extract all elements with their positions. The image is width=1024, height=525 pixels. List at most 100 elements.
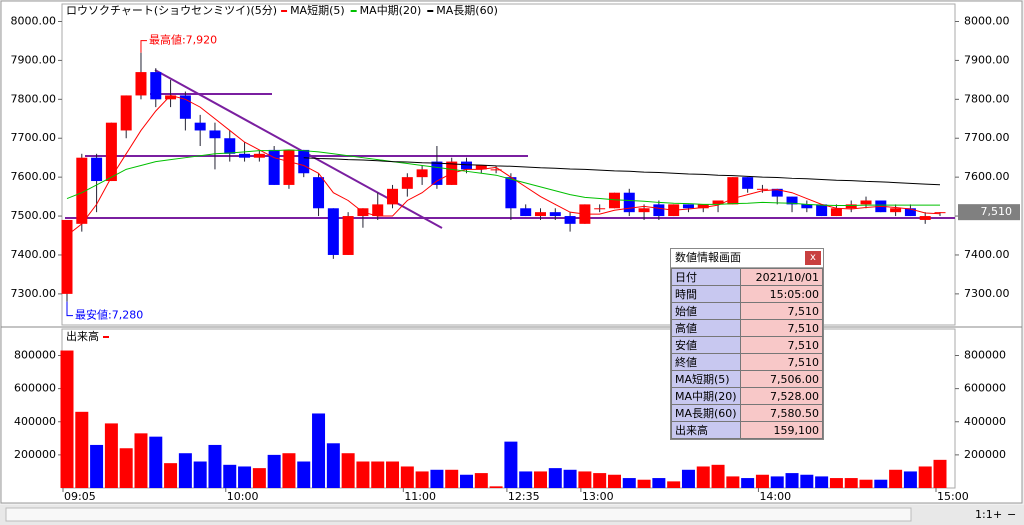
y-tick-label: 7700.00 — [11, 131, 57, 144]
candle-body — [505, 177, 517, 209]
volume-bar — [178, 453, 192, 488]
candle-body — [475, 165, 487, 170]
volume-bar — [652, 478, 666, 488]
volume-bar — [637, 479, 651, 488]
y-tick-label-right: 200000 — [964, 448, 1006, 461]
legend-label: MA短期(5) — [290, 3, 345, 17]
volume-bar — [578, 471, 592, 488]
candle-body — [623, 192, 635, 213]
info-table: 日付 2021/10/01 時間 15:05:00 始値 7,510 高値 7,510 安値 7,… — [671, 268, 823, 439]
ma-line — [303, 157, 941, 186]
volume-bar — [548, 468, 562, 488]
volume-bar — [489, 486, 503, 488]
x-tick-label: 10:00 — [227, 490, 259, 503]
zoom-in[interactable]: + — [993, 508, 1002, 521]
volume-bar — [903, 471, 917, 488]
volume-bar — [741, 478, 755, 488]
volume-bar — [445, 469, 459, 488]
candle-body — [209, 130, 221, 139]
info-label: 日付 — [671, 268, 741, 286]
volume-bar — [533, 471, 547, 488]
y-tick-label-right: 7900.00 — [964, 53, 1010, 66]
volume-bar — [60, 350, 74, 488]
volume-title: 出来高 — [66, 329, 99, 343]
volume-bar — [119, 448, 133, 488]
candle-body — [135, 72, 147, 96]
close-button[interactable]: x — [805, 251, 821, 265]
volume-bar — [504, 441, 518, 488]
volume-bar — [593, 473, 607, 488]
info-row: 高値 7,510 — [671, 319, 823, 337]
volume-bar — [90, 444, 104, 488]
candle-body — [150, 72, 162, 100]
info-row: MA短期(5) 7,506.00 — [671, 370, 823, 388]
volume-bar — [667, 481, 681, 488]
volume-bar — [223, 464, 237, 488]
info-value: 7,580.50 — [740, 404, 823, 422]
y-tick-label-right: 7700.00 — [964, 131, 1010, 144]
chart-title: ロウソクチャート(ショウセンミツイ)(5分) — [66, 4, 277, 17]
zoom-out[interactable]: − — [1007, 508, 1016, 521]
volume-bar — [208, 444, 222, 488]
volume-bar — [755, 474, 769, 488]
x-tick-label: 12:35 — [508, 490, 540, 503]
info-value: 7,510 — [740, 302, 823, 320]
candle-body — [313, 177, 325, 209]
volume-bar — [430, 469, 444, 488]
candle-body — [653, 204, 665, 217]
volume-bar — [933, 459, 947, 488]
candle-body — [372, 204, 384, 217]
y-tick-label: 7500.00 — [11, 209, 57, 222]
volume-bar — [889, 469, 903, 488]
y-tick-label-right: 800000 — [964, 349, 1006, 362]
candle-body — [786, 196, 798, 205]
candle-body — [934, 212, 946, 214]
x-tick-label: 13:00 — [582, 490, 614, 503]
info-value: 7,506.00 — [740, 370, 823, 388]
ma-line — [66, 149, 940, 207]
candle-body — [608, 192, 620, 209]
candle-body — [742, 177, 754, 189]
volume-bar — [238, 466, 252, 488]
candle-body — [490, 169, 502, 171]
info-label: MA長期(60) — [671, 404, 741, 422]
volume-bar — [844, 478, 858, 488]
legend-label: MA中期(20) — [360, 4, 422, 17]
candle-body — [520, 208, 532, 217]
price-tag-label: 7,510 — [981, 205, 1013, 218]
x-tick-label: 11:00 — [404, 490, 436, 503]
x-tick-label: 15:00 — [937, 490, 969, 503]
volume-bar — [696, 466, 710, 488]
volume-bar — [104, 423, 118, 488]
candle-body — [712, 200, 724, 205]
volume-bar — [874, 479, 888, 488]
volume-bar — [815, 476, 829, 488]
candle-body — [919, 216, 931, 220]
info-row: 安値 7,510 — [671, 336, 823, 354]
volume-bar — [267, 454, 281, 488]
zoom-label: 1:1 — [975, 508, 993, 521]
info-row: 終値 7,510 — [671, 353, 823, 371]
info-label: 時間 — [671, 285, 741, 303]
scroll-track[interactable] — [5, 507, 912, 522]
info-label: MA中期(20) — [671, 387, 741, 405]
info-row: MA中期(20) 7,528.00 — [671, 387, 823, 405]
volume-bar — [193, 461, 207, 488]
y-tick-label: 8000.00 — [11, 15, 57, 28]
y-tick-label: 600000 — [14, 382, 56, 395]
info-label: 安値 — [671, 336, 741, 354]
candle-body — [801, 204, 813, 209]
volume-bar — [918, 466, 932, 488]
y-tick-label: 7600.00 — [11, 170, 57, 183]
y-tick-label: 800000 — [14, 349, 56, 362]
x-tick-label: 09:05 — [64, 490, 96, 503]
info-row: 出来高 159,100 — [671, 421, 823, 439]
y-tick-label: 200000 — [14, 448, 56, 461]
volume-bar — [149, 436, 163, 488]
candle-body — [830, 208, 842, 217]
y-tick-label-right: 7400.00 — [964, 248, 1010, 261]
info-value: 7,510 — [740, 336, 823, 354]
volume-bar — [770, 476, 784, 488]
